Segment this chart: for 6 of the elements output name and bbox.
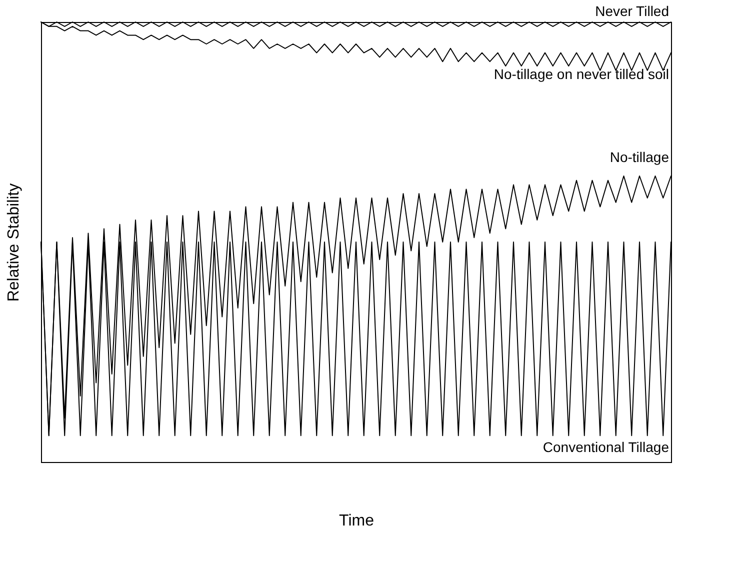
series-label: Never Tilled: [595, 3, 669, 19]
series-label: No-tillage: [610, 149, 670, 165]
series-label: No-tillage on never tilled soil: [494, 66, 669, 82]
series-label: Conventional Tillage: [542, 439, 670, 455]
y-axis-title: Relative Stability: [6, 183, 22, 302]
x-axis-title: Time: [339, 512, 374, 530]
